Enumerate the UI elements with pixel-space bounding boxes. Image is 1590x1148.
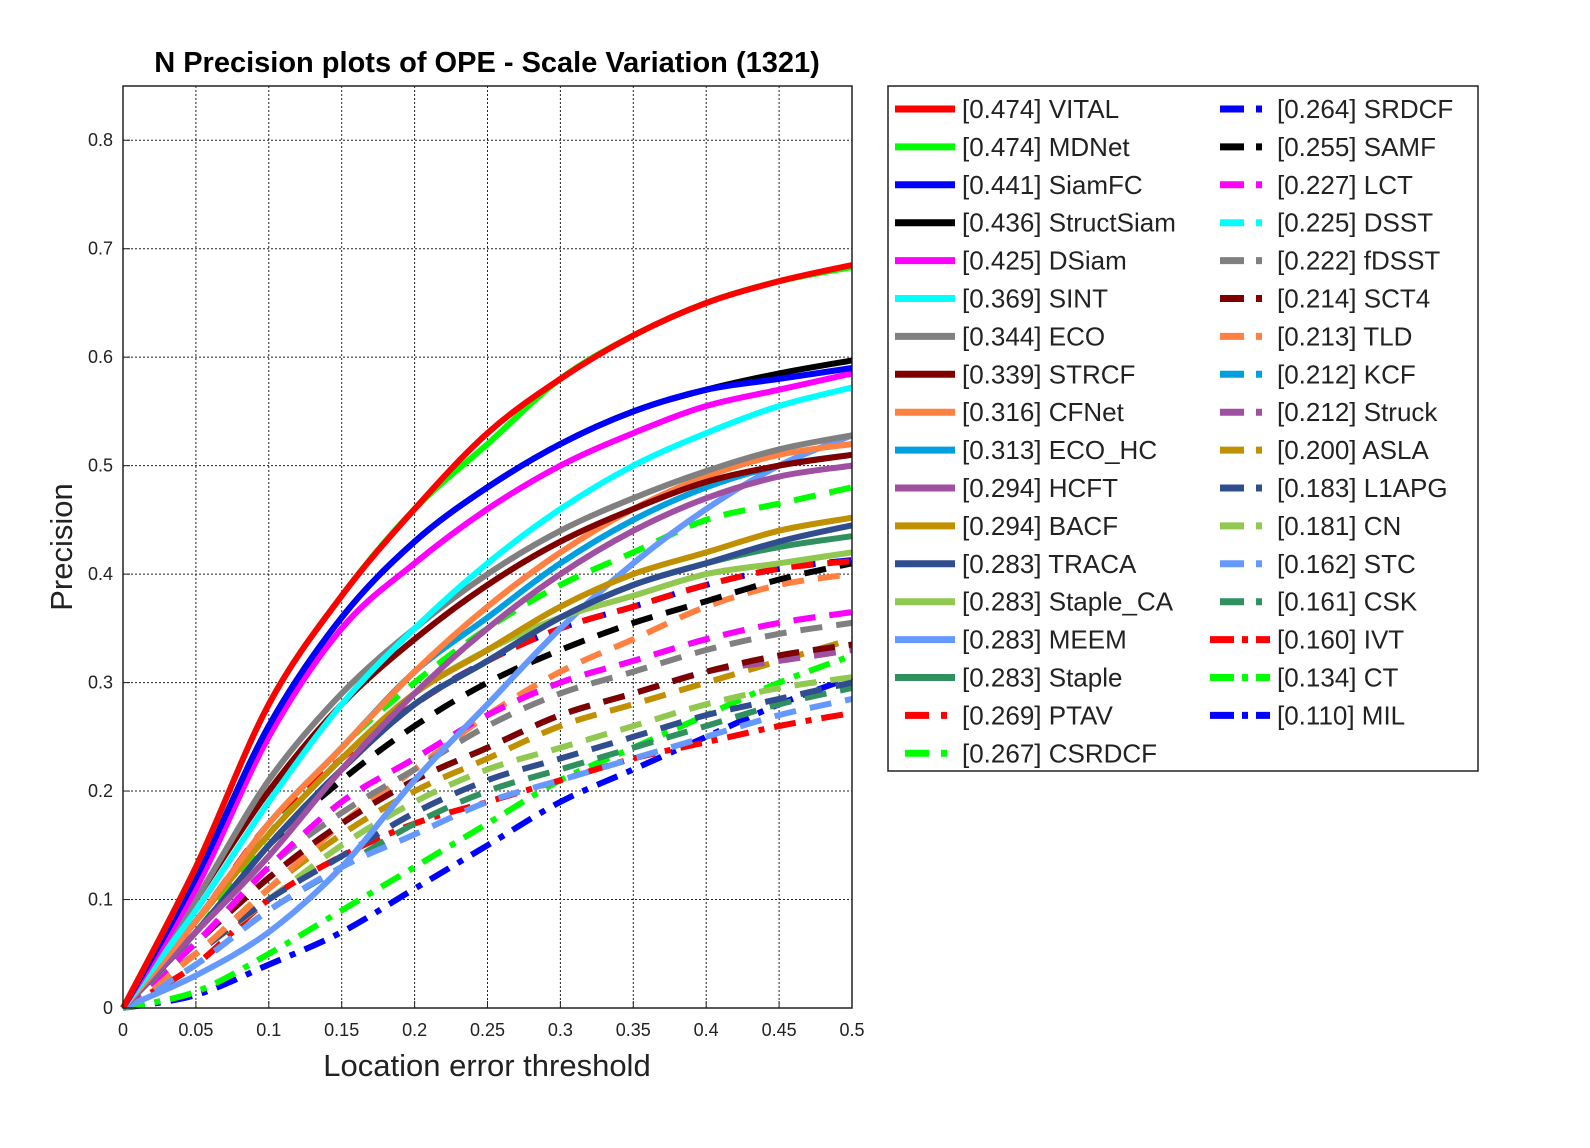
legend-label: [0.160] IVT: [1277, 625, 1404, 655]
series-line: [121, 571, 853, 1011]
x-tick-label: 0.15: [324, 1020, 359, 1040]
legend-label: [0.316] CFNet: [962, 397, 1125, 427]
y-axis-label: Precision: [44, 483, 79, 611]
legend-label: [0.162] STC: [1277, 549, 1416, 579]
legend-label: [0.212] KCF: [1277, 359, 1416, 389]
legend-label: [0.313] ECO_HC: [962, 435, 1157, 465]
y-tick-label: 0.5: [88, 456, 113, 476]
x-tick-label: 0.4: [694, 1020, 719, 1040]
legend: [0.474] VITAL [0.474] MDNet [0.441] SiamFC…: [887, 85, 1479, 772]
series-line: [120, 432, 853, 1010]
x-tick-label: 0.3: [548, 1020, 573, 1040]
legend-label: [0.200] ASLA: [1277, 435, 1429, 465]
legend-label: [0.283] Staple: [962, 663, 1122, 693]
series-line: [120, 365, 853, 1010]
legend-label: [0.436] StructSiam: [962, 208, 1176, 238]
legend-label: [0.283] MEEM: [962, 625, 1127, 655]
legend-label: [0.441] SiamFC: [962, 170, 1143, 200]
y-tick-label: 0.7: [88, 239, 113, 259]
legend-label: [0.344] ECO: [962, 321, 1105, 351]
x-tick-label: 0: [118, 1020, 128, 1040]
x-tick-label: 0.45: [762, 1020, 797, 1040]
legend-label: [0.227] LCT: [1277, 170, 1413, 200]
y-tick-label: 0.4: [88, 564, 113, 584]
y-tick-label: 0.2: [88, 781, 113, 801]
legend-label: [0.181] CN: [1277, 511, 1401, 541]
legend-label: [0.294] HCFT: [962, 473, 1118, 503]
series-line: [121, 679, 853, 1011]
series-line: [121, 685, 853, 1011]
series-line: [120, 370, 853, 1010]
legend-box: [887, 85, 1479, 772]
x-tick-label: 0.2: [402, 1020, 427, 1040]
x-axis-label: Location error threshold: [323, 1048, 650, 1083]
legend-label: [0.213] TLD: [1277, 321, 1412, 351]
series-line: [120, 462, 853, 1011]
series-line: [120, 441, 853, 1010]
series-line: [120, 384, 853, 1010]
series-line: [120, 484, 853, 1011]
legend-label: [0.267] CSRDCF: [962, 738, 1157, 768]
legend-label: [0.222] fDSST: [1277, 246, 1440, 276]
legend-label: [0.474] MDNet: [962, 132, 1130, 162]
y-tick-label: 0.1: [88, 890, 113, 910]
x-axis: 0 0.05 0.1 0.15 0.2 0.25 0.3 0.35 0.4 0.45 0.5: [118, 1001, 865, 1040]
x-tick-label: 0.35: [616, 1020, 651, 1040]
y-tick-label: 0: [103, 998, 113, 1018]
legend-label: [0.255] SAMF: [1277, 132, 1436, 162]
chart-title: N Precision plots of OPE - Scale Variati…: [154, 47, 820, 79]
legend-label: [0.225] DSST: [1277, 208, 1433, 238]
legend-label: [0.214] SCT4: [1277, 284, 1430, 314]
legend-label: [0.212] Struck: [1277, 397, 1438, 427]
legend-label: [0.369] SINT: [962, 284, 1108, 314]
x-tick-label: 0.1: [256, 1020, 281, 1040]
legend-label: [0.474] VITAL: [962, 94, 1119, 124]
legend-label: [0.183] L1APG: [1277, 473, 1448, 503]
series-line: [121, 641, 853, 1011]
y-tick-label: 0.8: [88, 130, 113, 150]
legend-label: [0.283] TRACA: [962, 549, 1137, 579]
x-tick-label: 0.25: [470, 1020, 505, 1040]
legend-label: [0.264] SRDCF: [1277, 94, 1453, 124]
x-tick-label: 0.05: [178, 1020, 213, 1040]
x-tick-label: 0.5: [839, 1020, 864, 1040]
legend-label: [0.269] PTAV: [962, 700, 1113, 730]
legend-label: [0.339] STRCF: [962, 359, 1135, 389]
legend-label: [0.161] CSK: [1277, 587, 1418, 617]
legend-label: [0.425] DSiam: [962, 246, 1127, 276]
legend-label: [0.110] MIL: [1277, 700, 1405, 730]
legend-label: [0.134] CT: [1277, 663, 1399, 693]
y-axis: 0 0.1 0.2 0.3 0.4 0.5 0.6 0.7 0.8: [88, 130, 130, 1018]
series-line: [120, 262, 853, 1010]
legend-label: [0.294] BACF: [962, 511, 1118, 541]
series-line: [122, 652, 854, 1011]
series-line: [120, 522, 853, 1011]
series-line: [121, 432, 854, 1011]
series-line: [121, 695, 853, 1011]
series-line: [120, 514, 853, 1010]
y-tick-label: 0.3: [88, 673, 113, 693]
series-line: [122, 674, 854, 1011]
legend-label: [0.283] Staple_CA: [962, 587, 1174, 617]
y-tick-label: 0.6: [88, 347, 113, 367]
series-layer: [120, 262, 854, 1011]
